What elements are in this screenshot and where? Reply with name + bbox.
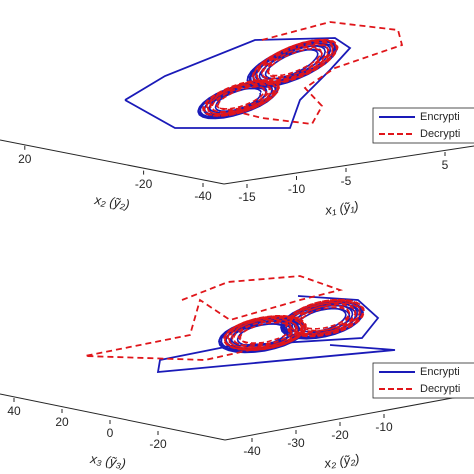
legend-label: Decrypti	[420, 128, 460, 140]
legend-label: Decrypti	[420, 383, 460, 395]
x-tick-label: -10	[375, 420, 393, 434]
x-tick-label: 5	[442, 158, 449, 172]
axis-line	[0, 393, 226, 441]
x-tick-label: -40	[243, 444, 261, 458]
trajectory-decrypted	[202, 79, 280, 117]
trajectory-decrypted	[285, 298, 365, 338]
axis-line	[0, 139, 225, 185]
y-tick-label: -40	[194, 189, 212, 203]
x-axis-label: x₂ (ỹ₂)	[322, 451, 360, 471]
y-tick-label: 0	[107, 426, 114, 440]
trajectory-decrypted	[251, 38, 339, 86]
y-axis-label: x₃ (ỹ₃)	[88, 451, 126, 471]
y-tick-label: 40	[7, 404, 21, 418]
trajectory-encrypted	[280, 300, 364, 340]
legend-label: Encrypti	[420, 111, 460, 123]
x-tick-label: -5	[341, 174, 352, 188]
trajectory-encrypted	[197, 80, 279, 120]
trajectory-encrypted	[124, 37, 352, 129]
x-tick-label: -20	[331, 428, 349, 442]
y-tick-label: 20	[18, 152, 32, 166]
x-tick-label: -10	[288, 182, 306, 196]
axis-line	[224, 393, 474, 441]
y-tick-label: -20	[149, 437, 167, 451]
x-tick-label: -15	[238, 190, 256, 204]
legend-box	[372, 362, 474, 399]
trajectory-encrypted	[218, 316, 307, 354]
y-tick-label: 20	[55, 415, 69, 429]
panel: -15 -10 -5 5 20 -20 -40 x₁ (ỹ₁) x₂ (ỹ₂) Encrypt…	[0, 21, 474, 218]
trajectory-decrypted	[229, 21, 404, 125]
trajectory-decrypted	[223, 315, 307, 351]
y-tick-label: -20	[135, 177, 153, 191]
axis-line	[223, 145, 474, 185]
legend-box	[372, 107, 474, 144]
x-axis-label: x₁ (ỹ₁)	[323, 198, 359, 218]
y-axis-label: x₂ (ỹ₂)	[93, 192, 131, 212]
x-tick-label: -30	[287, 436, 305, 450]
legend-label: Encrypti	[420, 366, 460, 378]
